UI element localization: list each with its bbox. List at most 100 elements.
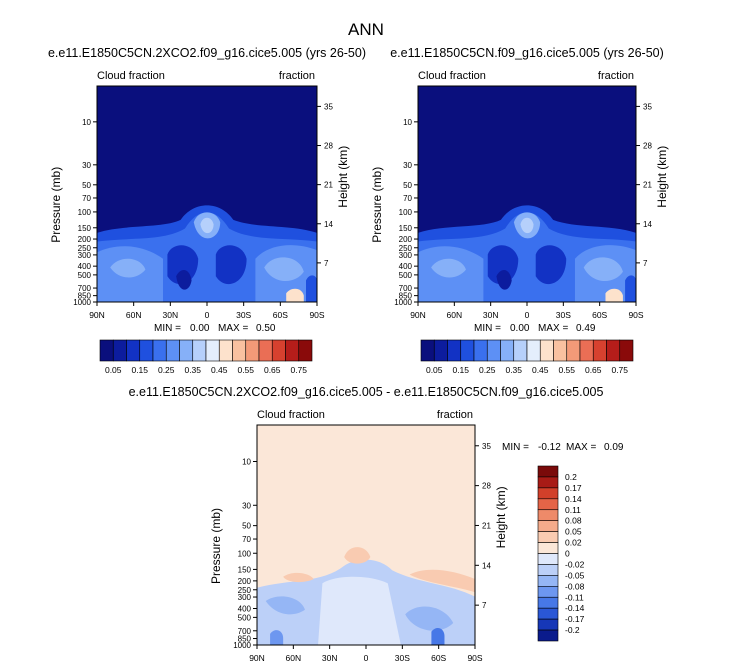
colorbar-swatch	[473, 339, 488, 362]
units-label: fraction	[437, 409, 473, 421]
colorbar-swatch	[152, 339, 167, 362]
colorbar-swatch	[245, 339, 260, 362]
colorbar-label: -0.11	[565, 592, 584, 602]
colorbar-swatch	[537, 553, 559, 565]
y-tick-label: 30	[403, 161, 412, 170]
x-tick-label: 90N	[249, 653, 265, 663]
min-value: -0.12	[538, 442, 561, 453]
y-tick-label: 850	[238, 635, 252, 644]
units-label: fraction	[279, 70, 315, 82]
colorbar-swatch	[139, 339, 154, 362]
y-tick-label: 250	[399, 244, 413, 253]
colorbar-swatch	[112, 339, 127, 362]
colorbar-swatch	[165, 339, 180, 362]
min-value: 0.00	[190, 323, 210, 334]
colorbar-swatch	[537, 607, 559, 620]
colorbar-swatch	[537, 596, 559, 609]
colorbar-swatch	[537, 629, 559, 642]
y-tick-label: 400	[399, 262, 413, 271]
colorbar-swatch	[537, 618, 559, 631]
contour-region	[167, 245, 199, 285]
colorbar-swatch	[566, 339, 581, 362]
x-tick-label: 0	[525, 310, 530, 320]
y2-tick-label: 28	[324, 142, 333, 151]
y-tick-label: 100	[78, 208, 92, 217]
y2-tick-label: 14	[643, 220, 652, 229]
y-tick-label: 700	[78, 284, 92, 293]
colorbar-swatch	[232, 339, 247, 362]
x-tick-label: 90S	[467, 653, 482, 663]
contour-region	[306, 275, 317, 302]
contour-region	[520, 217, 534, 234]
colorbar-swatch	[553, 339, 568, 362]
contour-region	[283, 572, 314, 583]
panel-2: e.e11.E1850C5CN.f09_g16.cice5.005 (yrs 2…	[370, 46, 669, 375]
min-label: MIN =	[474, 323, 501, 334]
colorbar-swatch	[537, 498, 559, 511]
min-label: MIN =	[502, 442, 529, 453]
y-tick-label: 30	[242, 501, 251, 510]
contour-region	[265, 596, 305, 615]
min-label: MIN =	[154, 323, 181, 334]
y2-tick-label: 7	[482, 601, 487, 610]
colorbar-swatch	[537, 542, 559, 554]
colorbar-swatch	[619, 339, 634, 362]
colorbar-swatch	[218, 339, 233, 362]
contour-region	[535, 245, 567, 285]
contour-region	[318, 576, 401, 645]
colorbar-label: 0.75	[290, 365, 307, 375]
y-tick-label: 50	[82, 181, 91, 190]
x-tick-label: 90N	[89, 310, 105, 320]
max-value: 0.49	[576, 323, 596, 334]
y2-tick-label: 7	[643, 259, 648, 268]
colorbar-label: 0.14	[565, 494, 582, 504]
y-tick-label: 700	[399, 284, 413, 293]
colorbar-swatch	[447, 339, 462, 362]
y-tick-label: 500	[78, 271, 92, 280]
colorbar-swatch	[192, 339, 207, 362]
colorbar: 0.20.170.140.110.080.050.020-0.02-0.05-0…	[537, 465, 585, 642]
contour-region	[200, 217, 214, 234]
y-tick-label: 250	[238, 586, 252, 595]
colorbar-swatch	[433, 339, 448, 362]
colorbar-label: -0.08	[565, 581, 585, 591]
contour-region	[344, 547, 371, 564]
max-value: 0.50	[256, 323, 276, 334]
y-tick-label: 300	[238, 593, 252, 602]
y2-tick-label: 21	[643, 181, 652, 190]
y2-tick-label: 7	[324, 259, 329, 268]
colorbar-label: 0.15	[452, 365, 469, 375]
x-tick-label: 90N	[410, 310, 426, 320]
x-tick-label: 0	[205, 310, 210, 320]
y-tick-label: 100	[399, 208, 413, 217]
y-tick-label: 200	[78, 235, 92, 244]
colorbar-swatch	[537, 476, 559, 489]
x-tick-label: 60N	[286, 653, 302, 663]
y-axis-title: Pressure (mb)	[49, 167, 63, 243]
colorbar-swatch	[537, 487, 559, 500]
y2-tick-label: 35	[324, 102, 333, 111]
y-tick-label: 400	[238, 604, 252, 613]
colorbar-swatch	[579, 339, 594, 362]
y2-tick-label: 14	[324, 220, 333, 229]
y2-tick-label: 21	[482, 521, 491, 530]
contour-region	[431, 258, 466, 278]
colorbar-swatch	[486, 339, 501, 362]
y2-axis-title: Height (km)	[494, 486, 508, 548]
colorbar-label: 0.05	[105, 365, 122, 375]
y-tick-label: 500	[399, 271, 413, 280]
y2-tick-label: 35	[643, 102, 652, 111]
y-tick-label: 30	[82, 161, 91, 170]
colorbar: 0.05 0.15 0.25 0.35 0.45 0.55 0.65 0.75	[420, 339, 634, 375]
colorbar-swatch	[537, 465, 559, 478]
y-tick-label: 50	[242, 522, 251, 531]
colorbar-label: 0.25	[479, 365, 496, 375]
colorbar-label: -0.02	[565, 559, 585, 569]
colorbar-label: 0.65	[585, 365, 602, 375]
y-tick-label: 1000	[233, 641, 251, 650]
x-tick-label: 60N	[126, 310, 142, 320]
colorbar-label: -0.17	[565, 614, 585, 624]
x-tick-label: 90S	[309, 310, 324, 320]
panel-title: e.e11.E1850C5CN.2XCO2.f09_g16.cice5.005 …	[48, 46, 366, 60]
colorbar-label: 0.65	[264, 365, 281, 375]
